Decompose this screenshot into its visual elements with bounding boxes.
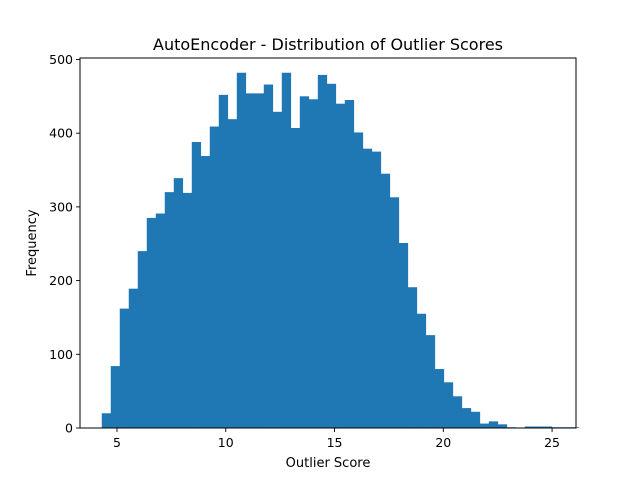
x-axis: 5 10 15 20 25: [113, 428, 560, 450]
histogram-bar: [191, 142, 202, 428]
y-tick-label: 400: [49, 126, 73, 141]
y-tick-label: 200: [49, 273, 73, 288]
histogram-bar: [236, 72, 247, 429]
x-tick-label: 25: [544, 435, 560, 450]
histogram-bar: [380, 173, 391, 428]
histogram-bar: [290, 128, 301, 429]
bars-group: [101, 72, 580, 429]
histogram-bar: [209, 126, 220, 429]
histogram-bar: [110, 366, 121, 428]
histogram-bar: [362, 148, 373, 429]
histogram-bar: [317, 74, 328, 428]
histogram-bar: [479, 423, 490, 428]
histogram-bar: [218, 94, 229, 428]
histogram-bar: [389, 197, 400, 428]
histogram-bar: [533, 426, 544, 428]
histogram-bar: [245, 93, 256, 429]
histogram-bar: [344, 100, 355, 428]
y-tick-label: 100: [49, 347, 73, 362]
histogram-bar: [434, 369, 445, 428]
x-tick-label: 20: [435, 435, 451, 450]
histogram-bar: [281, 72, 292, 429]
y-axis-label: Frequency: [25, 209, 40, 276]
histogram-bar: [443, 382, 454, 428]
chart-title: AutoEncoder - Distribution of Outlier Sc…: [153, 35, 503, 54]
histogram-bar: [326, 83, 337, 428]
histogram-bar: [263, 84, 274, 428]
histogram-bar: [182, 192, 193, 428]
x-tick-label: 15: [327, 435, 343, 450]
histogram-bar: [137, 251, 148, 428]
histogram-bar: [542, 426, 553, 428]
plot-frame: [79, 57, 577, 429]
x-tick-label: 10: [218, 435, 234, 450]
histogram-bar: [299, 96, 310, 428]
histogram-bar: [452, 396, 463, 428]
histogram-bar: [407, 287, 418, 428]
histogram-bar: [416, 313, 427, 428]
y-axis: 0 100 200 300 400 500: [49, 52, 80, 436]
histogram-bar: [254, 93, 265, 429]
histogram-bar: [128, 288, 139, 428]
histogram-bar: [155, 213, 166, 428]
histogram-bar: [425, 335, 436, 428]
y-tick-label: 500: [49, 52, 73, 67]
x-axis-label: Outlier Score: [286, 456, 371, 471]
histogram-bar: [101, 413, 112, 428]
histogram-bar: [146, 217, 157, 428]
histogram-bar: [488, 421, 499, 428]
histogram-bar: [371, 151, 382, 428]
histogram-bar: [272, 111, 283, 428]
histogram-bar: [353, 132, 364, 428]
histogram-bar: [200, 156, 211, 428]
histogram-bar: [119, 308, 130, 428]
y-tick-label: 300: [49, 199, 73, 214]
histogram-bar: [497, 424, 508, 428]
histogram-bar: [227, 119, 238, 429]
histogram-bar: [173, 178, 184, 428]
histogram-bar: [461, 408, 472, 428]
y-tick-label: 0: [65, 421, 73, 436]
histogram-bar: [398, 243, 409, 428]
histogram-bar: [164, 192, 175, 428]
x-tick-label: 5: [113, 435, 121, 450]
histogram-bar: [335, 103, 346, 429]
histogram-bar: [524, 426, 535, 428]
histogram-bar: [308, 99, 319, 428]
histogram-bar: [470, 411, 481, 428]
